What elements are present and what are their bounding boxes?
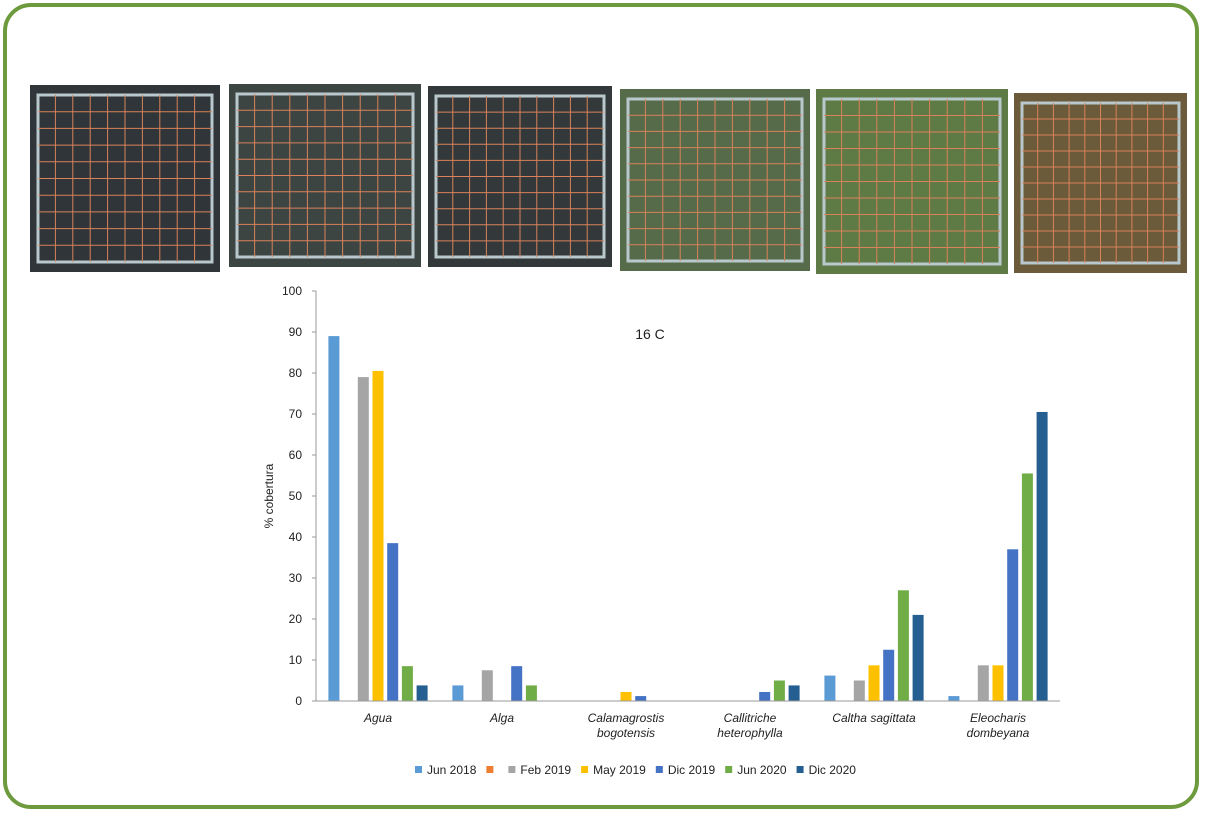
y-tick-label: 80 [289, 366, 303, 380]
legend-label: Dic 2020 [809, 763, 857, 777]
bar [417, 685, 428, 701]
bar [511, 666, 522, 701]
bar [635, 696, 646, 701]
bar [452, 685, 463, 701]
legend-swatch [656, 766, 663, 773]
bar [358, 377, 369, 701]
bar [898, 590, 909, 701]
bar [883, 650, 894, 701]
legend-label: Dic 2019 [668, 763, 716, 777]
y-tick-label: 10 [289, 653, 303, 667]
bar [993, 665, 1004, 701]
x-tick-label: Eleocharis [970, 711, 1026, 725]
chart: 16 C % cobertura 0 10 20 30 40 50 60 70 80 90 100 A… [0, 0, 1206, 817]
legend-swatch [725, 766, 732, 773]
legend-label: Feb 2019 [520, 763, 571, 777]
bar [1007, 549, 1018, 701]
bar [774, 681, 785, 702]
bar [402, 666, 413, 701]
y-tick-label: 60 [289, 448, 303, 462]
x-tick-label: Alga [489, 711, 514, 725]
bar [526, 685, 537, 701]
y-axis-label: % cobertura [262, 463, 276, 528]
chart-title: 16 C [635, 326, 665, 342]
y-tick-label: 0 [295, 694, 302, 708]
bar [824, 676, 835, 701]
bar [1037, 412, 1048, 701]
bar [913, 615, 924, 701]
x-tick-label: Calamagrostis [588, 711, 665, 725]
legend-label: May 2019 [593, 763, 646, 777]
bar [328, 336, 339, 701]
x-tick-label: dombeyana [967, 726, 1030, 740]
legend-label: Jun 2018 [427, 763, 477, 777]
bar [854, 681, 865, 702]
legend-swatch [508, 766, 515, 773]
x-tick-label: Caltha sagittata [832, 711, 916, 725]
y-tick-label: 70 [289, 407, 303, 421]
x-tick-label: bogotensis [597, 726, 655, 740]
bar [759, 692, 770, 701]
y-tick-label: 20 [289, 612, 303, 626]
bar [789, 685, 800, 701]
legend-swatch [415, 766, 422, 773]
legend-swatch [581, 766, 588, 773]
y-tick-label: 90 [289, 325, 303, 339]
bar [621, 692, 632, 701]
bar [373, 371, 384, 701]
bar [978, 665, 989, 701]
legend-label: Jun 2020 [737, 763, 787, 777]
bar [1022, 473, 1033, 701]
legend-swatch [797, 766, 804, 773]
bar [482, 670, 493, 701]
x-tick-label: Callitriche [724, 711, 777, 725]
x-tick-label: Agua [363, 711, 392, 725]
x-tick-label: heterophylla [717, 726, 783, 740]
y-tick-label: 100 [282, 284, 302, 298]
y-tick-label: 50 [289, 489, 303, 503]
bar [948, 696, 959, 701]
legend-swatch [486, 766, 493, 773]
bar [869, 665, 880, 701]
y-tick-label: 30 [289, 571, 303, 585]
y-tick-label: 40 [289, 530, 303, 544]
bar [387, 543, 398, 701]
